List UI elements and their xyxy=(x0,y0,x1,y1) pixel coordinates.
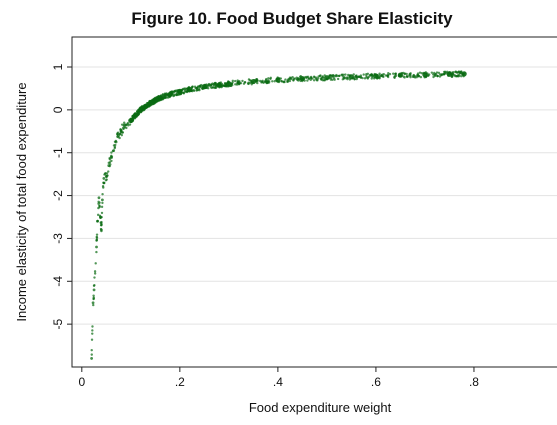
data-point xyxy=(102,177,106,180)
plot-frame xyxy=(71,36,557,368)
gridlines xyxy=(72,66,557,325)
y-tick-label: -2 xyxy=(51,190,65,201)
y-tick-label: -1 xyxy=(51,147,65,158)
axis-ticks: 10-1-2-3-4-50.2.4.6.81 xyxy=(51,63,479,389)
chart-title: Figure 10. Food Budget Share Elasticity xyxy=(131,9,453,28)
data-point xyxy=(91,301,95,305)
x-tick-label: .2 xyxy=(175,375,185,389)
data-point xyxy=(97,196,101,200)
x-tick-label: .6 xyxy=(371,375,381,389)
y-tick-label: -4 xyxy=(51,276,65,287)
data-point xyxy=(90,357,94,360)
y-tick-label: -5 xyxy=(51,318,65,329)
y-tick-label: 1 xyxy=(51,63,65,70)
data-point xyxy=(95,245,98,249)
y-tick-label: 0 xyxy=(51,106,65,113)
y-axis-label: Income elasticity of total food expendit… xyxy=(14,82,29,321)
data-point xyxy=(100,198,104,202)
y-tick-label: -3 xyxy=(51,233,65,244)
x-axis-label: Food expenditure weight xyxy=(249,400,392,415)
data-point xyxy=(92,288,96,292)
x-tick-label: .4 xyxy=(273,375,283,389)
x-tick-label: .8 xyxy=(469,375,479,389)
x-tick-label: 0 xyxy=(78,375,85,389)
data-points xyxy=(90,70,467,360)
point-cloud-texture xyxy=(90,70,466,356)
